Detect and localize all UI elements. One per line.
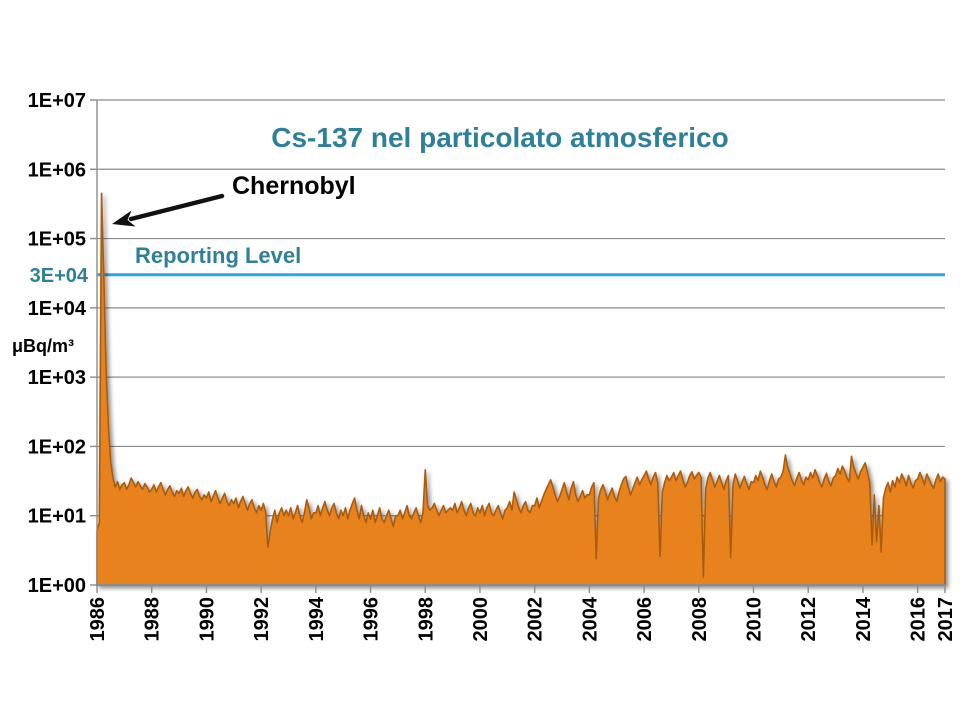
x-axis-label: 2000 bbox=[470, 597, 492, 642]
y-axis-unit-label: μBq/m³ bbox=[12, 336, 74, 356]
area-series bbox=[96, 192, 946, 586]
x-axis-label: 2002 bbox=[525, 597, 547, 642]
x-axis-label: 1998 bbox=[415, 597, 437, 642]
x-axis-label: 2012 bbox=[798, 597, 820, 642]
chernobyl-arrow-icon bbox=[112, 193, 225, 227]
x-axis-label: 1996 bbox=[361, 597, 383, 642]
y-axis-label: 1E+03 bbox=[28, 367, 86, 389]
axes: 1E+07 1E+06 1E+05 1E+04 1E+03 1E+02 1E+01 1E+00… bbox=[28, 90, 957, 642]
x-axis-label: 1992 bbox=[251, 597, 273, 642]
reporting-level-label: Reporting Level bbox=[135, 243, 301, 268]
x-axis-label: 2004 bbox=[579, 596, 601, 641]
chernobyl-annotation: Chernobyl bbox=[232, 172, 356, 200]
x-axis-label: 2006 bbox=[634, 597, 656, 642]
y-axis-label: 1E+07 bbox=[28, 90, 86, 112]
x-axis-label: 2016 bbox=[908, 597, 930, 642]
x-axis-label: 2017 bbox=[935, 597, 957, 642]
x-axis-label: 2014 bbox=[853, 596, 875, 641]
x-axis-label: 1986 bbox=[87, 597, 109, 642]
cs137-area-path bbox=[96, 192, 946, 586]
y-axis-label: 1E+05 bbox=[28, 229, 86, 251]
chart-title: Cs-137 nel particolato atmosferico bbox=[271, 122, 728, 153]
x-axis-label: 1988 bbox=[142, 597, 164, 642]
x-axis-label: 1990 bbox=[196, 597, 218, 642]
x-axis-label: 1994 bbox=[306, 596, 328, 641]
x-axis-label: 2008 bbox=[689, 597, 711, 642]
gridlines bbox=[97, 99, 945, 517]
y-axis-label: 1E+04 bbox=[28, 298, 87, 320]
x-axis-label: 2010 bbox=[744, 597, 766, 642]
reporting-level-value-label: 3E+04 bbox=[30, 265, 89, 287]
y-axis-label: 1E+06 bbox=[28, 159, 86, 181]
y-axis-label: 1E+01 bbox=[28, 506, 86, 528]
y-axis-label: 1E+02 bbox=[28, 436, 86, 458]
y-axis-label: 1E+00 bbox=[28, 575, 86, 597]
